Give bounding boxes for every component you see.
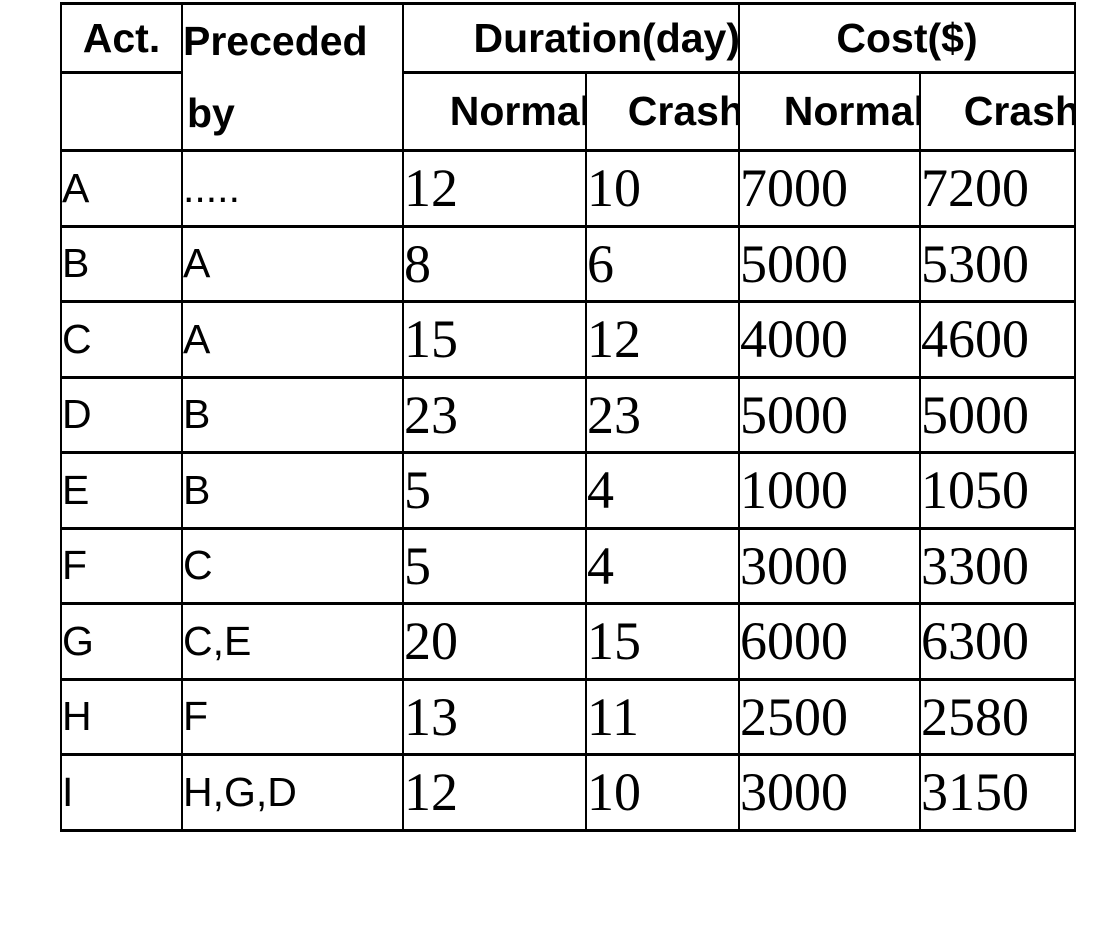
- cost-crash-cell: 7200: [919, 149, 1076, 228]
- cost-normal-cell: 1000: [738, 451, 921, 530]
- preceded-by-cell: H,G,D: [181, 753, 404, 832]
- header-duration-normal: Normal: [402, 71, 587, 152]
- duration-normal-cell: 12: [402, 149, 587, 228]
- cost-crash-cell: 5000: [919, 375, 1076, 454]
- header-preceded-by-line1: Preceded: [183, 18, 368, 64]
- preceded-by-cell: B: [181, 451, 404, 530]
- table-row-c: C A 15 12 4000 4600: [60, 300, 1076, 379]
- act-cell: E: [60, 451, 183, 530]
- header-cost-group-label: Cost($): [836, 14, 978, 61]
- act-cell: G: [60, 602, 183, 681]
- table-row-i: I H,G,D 12 10 3000 3150: [60, 753, 1076, 832]
- header-row-groups: Act. Preceded by Duration(day) Cost($): [60, 1, 1076, 152]
- act-cell: C: [60, 300, 183, 379]
- preceded-by-cell: A: [181, 300, 404, 379]
- cost-crash-cell: 3150: [919, 753, 1076, 832]
- header-cost-normal: Normal: [738, 71, 921, 152]
- header-preceded-by: Preceded by: [181, 2, 404, 152]
- header-act-empty-cell: [60, 71, 183, 152]
- header-cost-crash: Crash: [919, 71, 1076, 152]
- act-cell: D: [60, 375, 183, 454]
- duration-normal-cell: 20: [402, 602, 587, 681]
- table-row-g: G C,E 20 15 6000 6300: [60, 602, 1076, 681]
- act-cell: A: [60, 149, 183, 228]
- cost-crash-cell: 3300: [919, 526, 1076, 605]
- header-duration-crash-label: Crash: [627, 88, 739, 135]
- duration-crash-cell: 10: [585, 753, 740, 832]
- preceded-by-cell: C,E: [181, 602, 404, 681]
- header-duration-crash: Crash: [585, 71, 740, 152]
- table-row-e: E B 5 4 1000 1050: [60, 451, 1076, 530]
- preceded-by-cell: .....: [181, 149, 404, 228]
- duration-crash-cell: 4: [585, 526, 740, 605]
- cost-crash-cell: 5300: [919, 224, 1076, 303]
- table-row-d: D B 23 23 5000 5000: [60, 375, 1076, 454]
- duration-crash-cell: 6: [585, 224, 740, 303]
- cost-normal-cell: 5000: [738, 224, 921, 303]
- act-cell: H: [60, 677, 183, 756]
- cost-normal-cell: 4000: [738, 300, 921, 379]
- duration-normal-cell: 23: [402, 375, 587, 454]
- cost-normal-cell: 7000: [738, 149, 921, 228]
- cost-normal-cell: 2500: [738, 677, 921, 756]
- preceded-by-cell: A: [181, 224, 404, 303]
- header-row-subcolumns: Normal Crash Normal Crash: [60, 71, 1076, 152]
- duration-crash-cell: 10: [585, 149, 740, 228]
- cost-crash-cell: 2580: [919, 677, 1076, 756]
- act-cell: I: [60, 753, 183, 832]
- duration-normal-cell: 15: [402, 300, 587, 379]
- header-act: Act.: [60, 1, 183, 75]
- header-duration-normal-label: Normal: [449, 88, 586, 135]
- duration-crash-cell: 4: [585, 451, 740, 530]
- header-duration-group: Duration(day): [402, 1, 740, 75]
- activity-cost-table: Act. Preceded by Duration(day) Cost($) N…: [60, 1, 1076, 832]
- preceded-by-cell: B: [181, 375, 404, 454]
- header-cost-normal-label: Normal: [783, 88, 920, 135]
- duration-crash-cell: 11: [585, 677, 740, 756]
- duration-crash-cell: 15: [585, 602, 740, 681]
- header-duration-group-label: Duration(day): [473, 14, 739, 61]
- preceded-by-cell: F: [181, 677, 404, 756]
- duration-normal-cell: 8: [402, 224, 587, 303]
- header-preceded-by-line2: by: [187, 90, 235, 136]
- duration-crash-cell: 12: [585, 300, 740, 379]
- cost-normal-cell: 6000: [738, 602, 921, 681]
- cost-normal-cell: 3000: [738, 526, 921, 605]
- act-cell: B: [60, 224, 183, 303]
- duration-normal-cell: 5: [402, 526, 587, 605]
- act-cell: F: [60, 526, 183, 605]
- duration-normal-cell: 5: [402, 451, 587, 530]
- header-cost-crash-label: Crash: [963, 88, 1075, 135]
- preceded-by-cell: C: [181, 526, 404, 605]
- table-row-b: B A 8 6 5000 5300: [60, 224, 1076, 303]
- cost-crash-cell: 4600: [919, 300, 1076, 379]
- cost-crash-cell: 1050: [919, 451, 1076, 530]
- cost-crash-cell: 6300: [919, 602, 1076, 681]
- table-row-f: F C 5 4 3000 3300: [60, 526, 1076, 605]
- table-row-h: H F 13 11 2500 2580: [60, 677, 1076, 756]
- cost-normal-cell: 5000: [738, 375, 921, 454]
- duration-crash-cell: 23: [585, 375, 740, 454]
- header-cost-group: Cost($): [738, 1, 1076, 75]
- duration-normal-cell: 12: [402, 753, 587, 832]
- table-row-a: A ..... 12 10 7000 7200: [60, 149, 1076, 228]
- duration-normal-cell: 13: [402, 677, 587, 756]
- cost-normal-cell: 3000: [738, 753, 921, 832]
